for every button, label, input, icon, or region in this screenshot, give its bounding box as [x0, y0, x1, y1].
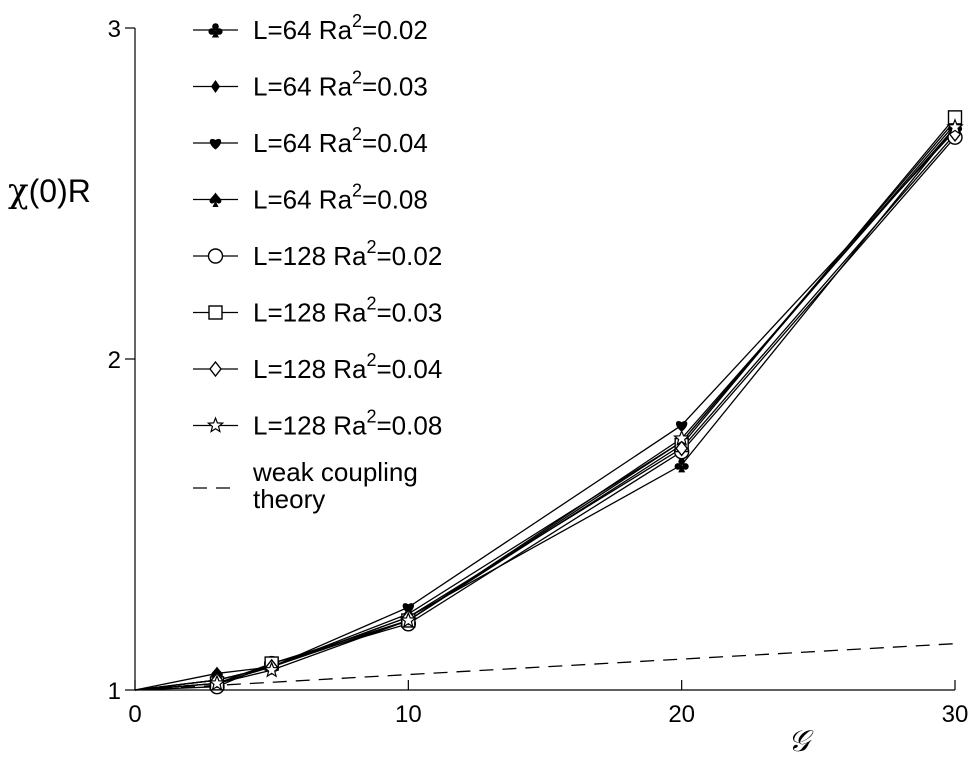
axes: 0 10 20 30 1 2 3 [108, 16, 969, 728]
legend-label: L=128 Ra2=0.04 [253, 350, 442, 384]
legend-label-tail: =0.02 [377, 241, 443, 271]
legend-label: L=64 Ra2=0.04 [253, 124, 428, 158]
data-point-star-open [208, 674, 226, 691]
legend-marker-heart [209, 138, 222, 150]
data-point-club [674, 458, 689, 473]
legend-label-tail: =0.08 [377, 411, 443, 441]
legend-label-sup: 2 [366, 237, 376, 257]
legend-label-sup: 2 [366, 407, 376, 427]
legend-marker-star-open [206, 416, 225, 433]
data-point-star-open [946, 118, 964, 135]
x-tick-label: 10 [395, 701, 422, 728]
legend-label-main: L=128 Ra [253, 298, 367, 328]
legend-label-tail: =0.04 [377, 354, 443, 384]
x-tick-label: 20 [668, 701, 695, 728]
legend-label-tail: =0.04 [362, 128, 428, 158]
legend-label: L=64 Ra2=0.02 [253, 11, 428, 45]
legend-marker-square-open [208, 305, 223, 320]
legend-label-tail: =0.03 [377, 298, 443, 328]
series-markers [208, 110, 964, 695]
x-tick-label: 30 [942, 701, 969, 728]
legend-item: L=64 Ra2=0.04 [193, 124, 428, 158]
legend-reference-label: weak coupling [252, 457, 418, 487]
x-axis-title: 𝒢 [788, 724, 814, 758]
legend-item: L=128 Ra2=0.03 [193, 294, 442, 328]
reference-line-group [134, 643, 956, 691]
y-axis-title: χ(0)R [8, 171, 91, 211]
legend-label-main: L=64 Ra [253, 15, 353, 45]
data-point-star-open [672, 429, 691, 446]
data-point-diamond-open [675, 440, 689, 457]
legend-label-sup: 2 [352, 68, 362, 88]
y-axis-title-chi: χ [8, 171, 29, 211]
y-tick-label: 2 [108, 347, 121, 374]
legend-label-sup: 2 [366, 294, 376, 314]
legend-item: L=64 Ra2=0.03 [193, 68, 428, 102]
legend-marker-club [208, 23, 223, 38]
legend-marker-diamond-open [209, 360, 222, 378]
legend-label-sup: 2 [352, 181, 362, 201]
series-line-5 [134, 136, 956, 691]
legend-marker-diamond [210, 80, 221, 93]
legend-marker-spade [209, 192, 222, 207]
legend-marker-circle-open [207, 248, 224, 264]
y-tick-label: 1 [108, 678, 121, 705]
legend-label: L=64 Ra2=0.03 [253, 68, 428, 102]
legend-label-main: L=64 Ra [253, 128, 353, 158]
legend-item: L=64 Ra2=0.08 [193, 181, 428, 215]
data-point-heart [402, 603, 415, 614]
series-line-8 [134, 126, 956, 691]
legend-item: L=128 Ra2=0.02 [193, 237, 442, 271]
legend-label-main: L=128 Ra [253, 411, 367, 441]
y-axis-title-rest: (0)R [29, 173, 91, 209]
legend: L=64 Ra2=0.02L=64 Ra2=0.03L=64 Ra2=0.04L… [193, 11, 442, 514]
weak-coupling-line [134, 643, 956, 691]
data-point-star-open [262, 660, 281, 678]
legend-item: L=128 Ra2=0.08 [193, 407, 442, 441]
legend-label-sup: 2 [352, 11, 362, 31]
legend-label: L=128 Ra2=0.02 [253, 237, 442, 271]
y-tick-label: 3 [108, 16, 121, 43]
legend-reference-label: theory [253, 484, 325, 514]
legend-label: L=64 Ra2=0.08 [253, 181, 428, 215]
legend-label-tail: =0.02 [362, 15, 428, 45]
legend-label-tail: =0.08 [362, 185, 428, 215]
legend-item: L=128 Ra2=0.04 [193, 350, 442, 384]
legend-label-sup: 2 [366, 350, 376, 370]
data-point-star-open [399, 611, 418, 628]
series-lines [134, 116, 956, 691]
legend-label-main: L=64 Ra [253, 185, 353, 215]
legend-label-main: L=64 Ra [253, 72, 353, 102]
legend-label-sup: 2 [352, 124, 362, 144]
legend-label-main: L=128 Ra [253, 241, 367, 271]
x-tick-label: 0 [128, 701, 141, 728]
legend-item: L=64 Ra2=0.02 [193, 11, 428, 45]
legend-label-tail: =0.03 [362, 72, 428, 102]
legend-label: L=128 Ra2=0.08 [253, 407, 442, 441]
legend-label-main: L=128 Ra [253, 354, 367, 384]
data-point-heart [675, 421, 688, 432]
series-line-7 [134, 133, 956, 691]
legend-label: L=128 Ra2=0.03 [253, 294, 442, 328]
